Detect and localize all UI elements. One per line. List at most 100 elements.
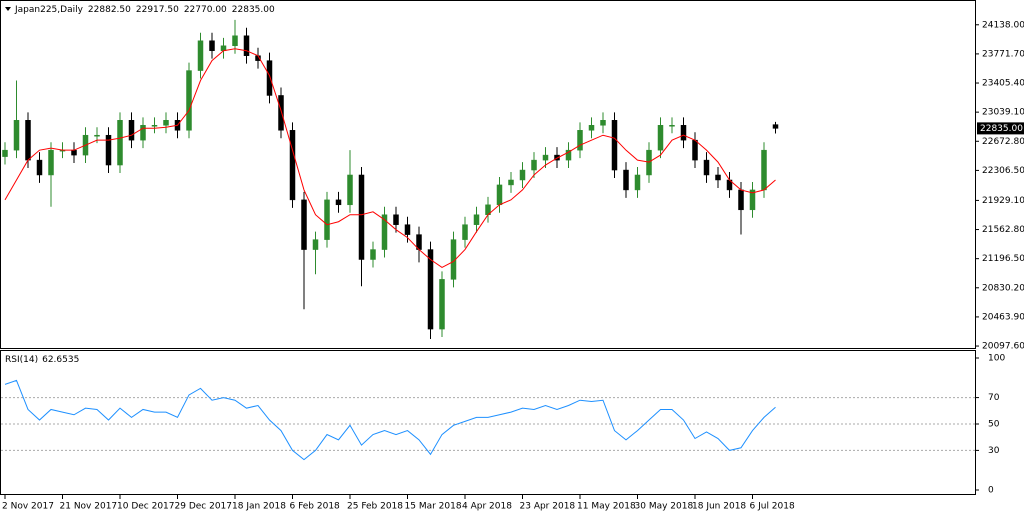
y-tick-label: 21196.50 — [982, 254, 1024, 264]
candle-body — [657, 125, 664, 151]
candle-body — [25, 120, 31, 161]
candle-body — [634, 174, 641, 191]
ohlc-value: 22835.00 — [232, 5, 275, 15]
x-tick-label: 18 Jun 2018 — [692, 502, 746, 512]
candle-body — [404, 224, 411, 235]
candle-body — [48, 149, 54, 176]
rsi-name: RSI(14) — [5, 355, 38, 365]
candle-body — [427, 249, 434, 330]
candle-body — [105, 134, 112, 166]
x-tick-label: 6 Feb 2018 — [290, 502, 341, 512]
y-tick-label: 22306.50 — [982, 166, 1024, 176]
candle-body — [2, 149, 8, 157]
candle-body — [312, 239, 319, 250]
rsi-panel — [0, 350, 976, 495]
candle-body — [531, 159, 537, 171]
candle-body — [519, 169, 526, 181]
candle-body — [232, 35, 238, 47]
candle-body — [462, 224, 468, 240]
candle-body — [36, 159, 43, 176]
y-tick-label: 50 — [988, 419, 1000, 429]
candle-body — [600, 120, 606, 126]
chart-header: Japan225,Daily 22882.50 22917.50 22770.00 22… — [14, 5, 275, 15]
y-tick-label: 100 — [988, 353, 1005, 363]
moving-average — [4, 48, 776, 269]
x-tick-label: 18 Jan 2018 — [232, 502, 286, 512]
main-panel — [0, 0, 976, 349]
x-tick-label: 23 Apr 2018 — [520, 502, 576, 512]
candle-body — [347, 174, 353, 206]
x-tick-label: 4 Apr 2018 — [462, 502, 512, 512]
rsi-current: 62.6535 — [42, 355, 79, 365]
candle-body — [197, 40, 204, 71]
candle-body — [370, 249, 376, 260]
candle-body — [301, 199, 307, 250]
candle-body — [680, 125, 687, 141]
candle-body — [266, 60, 273, 96]
last-price-label: 22835.00 — [980, 124, 1023, 134]
x-tick-label: 6 Jul 2018 — [750, 502, 795, 512]
y-tick-label: 21929.10 — [982, 196, 1024, 206]
candle-body — [94, 134, 100, 137]
rsi-line — [4, 379, 776, 461]
candle-body — [715, 174, 721, 181]
y-tick-label: 0 — [988, 485, 994, 495]
y-tick-label: 70 — [988, 393, 1000, 403]
candle-body — [772, 124, 779, 129]
candle-body — [669, 125, 675, 127]
x-tick-label: 10 Dec 2017 — [117, 502, 175, 512]
x-tick-label: 11 May 2018 — [577, 502, 636, 512]
candle-body — [358, 174, 365, 260]
y-tick-label: 21562.80 — [982, 225, 1024, 235]
candle-body — [611, 120, 618, 171]
candle-body — [508, 179, 514, 186]
candle-body — [335, 199, 342, 206]
candle-body — [278, 95, 284, 131]
candle-body — [565, 149, 572, 161]
candle-body — [761, 149, 767, 191]
candle-body — [381, 214, 388, 250]
candle-body — [439, 279, 445, 330]
ohlc-value: 22770.00 — [184, 5, 227, 15]
x-tick-label: 30 May 2018 — [635, 502, 694, 512]
candle-body — [542, 154, 549, 161]
y-tick-label: 20097.60 — [982, 342, 1024, 352]
candle-body — [163, 120, 169, 126]
candle-body — [473, 214, 480, 225]
last-price-box — [977, 122, 1024, 135]
candle-body — [128, 120, 135, 141]
x-tick-label: 25 Feb 2018 — [347, 502, 403, 512]
y-tick-label: 22672.80 — [982, 137, 1024, 147]
y-tick-label: 30 — [988, 446, 1000, 456]
candle-body — [393, 214, 399, 225]
y-tick-label: 20463.90 — [982, 312, 1024, 322]
y-tick-label: 23771.70 — [982, 49, 1024, 59]
candle-body — [623, 169, 629, 191]
x-tick-label: 29 Dec 2017 — [175, 502, 233, 512]
candle-body — [749, 189, 756, 211]
rsi-title: RSI(14) 62.6535 — [5, 355, 79, 365]
y-tick-label: 20830.20 — [982, 283, 1024, 293]
candle-body — [243, 35, 250, 56]
x-tick-label: 15 Mar 2018 — [405, 502, 462, 512]
candle-body — [186, 70, 192, 131]
candle-body — [738, 189, 744, 211]
candle-body — [703, 159, 710, 176]
candle-body — [13, 120, 20, 151]
candle-body — [496, 184, 503, 206]
candle-body — [692, 139, 698, 161]
menu-icon[interactable] — [5, 7, 11, 11]
x-tick-label: 2 Nov 2017 — [2, 502, 54, 512]
candle-body — [209, 40, 215, 51]
y-tick-label: 23405.40 — [982, 79, 1024, 89]
candle-body — [151, 125, 158, 127]
y-tick-label: 24138.00 — [982, 20, 1024, 30]
candle-body — [117, 120, 123, 166]
candle-body — [140, 125, 146, 141]
candle-body — [71, 149, 77, 156]
candle-body — [577, 130, 583, 151]
x-tick-label: 21 Nov 2017 — [60, 502, 118, 512]
candle-body — [588, 125, 595, 131]
ohlc-value: 22882.50 — [88, 5, 131, 15]
